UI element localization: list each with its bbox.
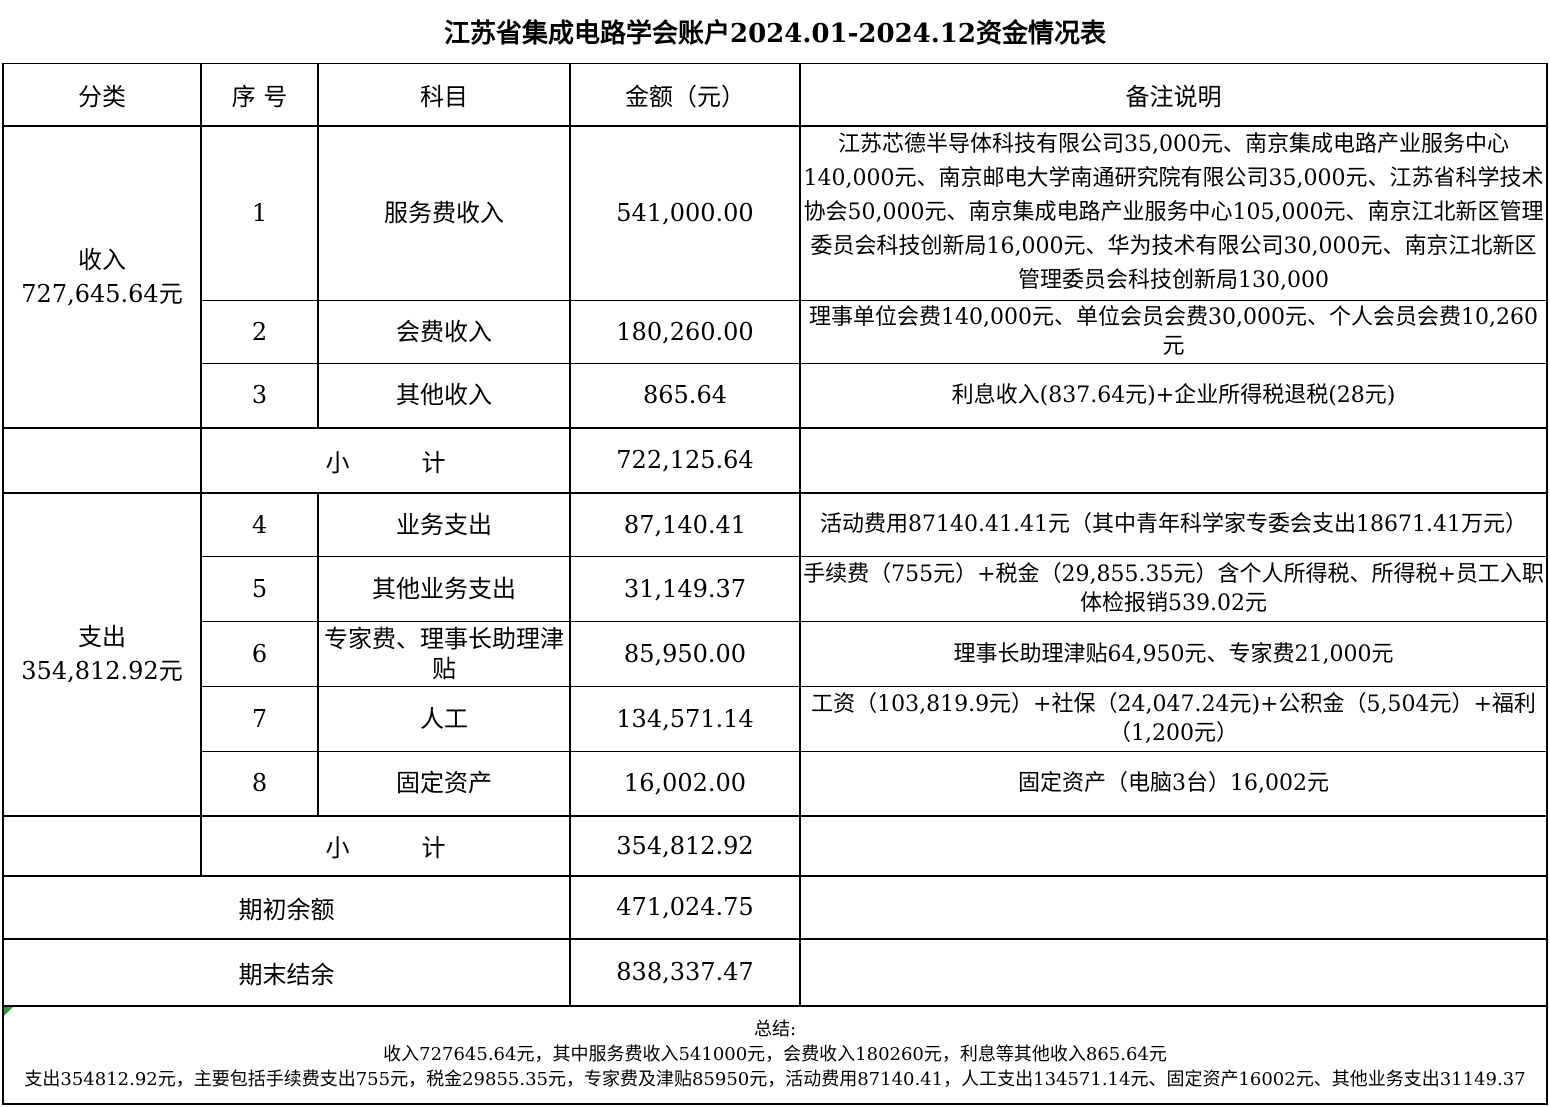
- expense-label: 支出: [78, 623, 126, 651]
- summary-line: 收入727645.64元，其中服务费收入541000元，会费收入180260元，…: [383, 1044, 1167, 1065]
- fund-table: 分类 序 号 科目 金额（元） 备注说明 收入 727,645.64元 1 服务…: [2, 63, 1548, 1105]
- summary-cell: 总结: 收入727645.64元，其中服务费收入541000元，会费收入1802…: [2, 1004, 1548, 1105]
- table-row-expense-7: 7 人工 134,571.14 工资（103,819.9元）+社保（24,047…: [3, 686, 1548, 752]
- empty-remark-cell: [799, 814, 1548, 876]
- opening-balance-label: 期初余额: [2, 874, 571, 939]
- row-remark: 江苏芯德半导体科技有限公司35,000元、南京集成电路产业服务中心140,000…: [799, 125, 1548, 301]
- expense-category-cell: 支出 354,812.92元: [2, 491, 202, 816]
- header-index: 序 号: [200, 63, 319, 127]
- row-no: 7: [200, 686, 319, 752]
- row-remark: 理事长助理津贴64,950元、专家费21,000元: [799, 621, 1548, 687]
- row-no: 4: [200, 491, 319, 557]
- row-amount: 16,002.00: [569, 751, 801, 816]
- row-remark: 理事单位会费140,000元、单位会员会费30,000元、个人会员会费10,26…: [799, 300, 1548, 364]
- expense-subtotal-row: 小 计 354,812.92: [2, 814, 1548, 876]
- row-amount: 31,149.37: [569, 556, 801, 622]
- row-no: 5: [200, 556, 319, 622]
- income-category-cell: 收入 727,645.64元: [2, 125, 202, 428]
- excel-corner-flag-icon: [5, 1007, 13, 1016]
- empty-remark-cell: [799, 426, 1548, 493]
- header-subject: 科目: [317, 63, 571, 127]
- empty-category-cell: [2, 426, 202, 493]
- row-subject: 服务费收入: [317, 125, 571, 301]
- header-remarks: 备注说明: [799, 63, 1548, 127]
- row-amount: 180,260.00: [569, 300, 801, 364]
- row-no: 8: [200, 751, 319, 816]
- income-total: 727,645.64元: [21, 279, 183, 308]
- row-no: 6: [200, 621, 319, 687]
- empty-remark-cell: [799, 937, 1548, 1006]
- subtotal-label: 小 计: [200, 426, 571, 493]
- row-subject: 专家费、理事长助理津贴: [317, 621, 571, 687]
- row-subject: 人工: [317, 686, 571, 752]
- subtotal-label: 小 计: [200, 814, 571, 876]
- row-amount: 134,571.14: [569, 686, 801, 752]
- row-remark: 活动费用87140.41.41元（其中青年科学家专委会支出18671.41万元）: [799, 491, 1548, 557]
- closing-balance-label: 期末结余: [2, 937, 571, 1006]
- row-remark: 固定资产（电脑3台）16,002元: [799, 751, 1548, 816]
- row-amount: 87,140.41: [569, 491, 801, 557]
- row-remark: 利息收入(837.64元)+企业所得税退税(28元): [799, 363, 1548, 428]
- header-row: 分类 序 号 科目 金额（元） 备注说明: [2, 63, 1548, 127]
- empty-category-cell: [2, 814, 202, 876]
- income-label: 收入: [78, 245, 126, 274]
- subtotal-amount: 722,125.64: [569, 426, 801, 493]
- row-remark: 手续费（755元）+税金（29,855.35元）含个人所得税、所得税+员工入职体…: [799, 556, 1548, 622]
- closing-balance-row: 期末结余 838,337.47: [2, 937, 1548, 1006]
- subtotal-amount: 354,812.92: [569, 814, 801, 876]
- income-subtotal-row: 小 计 722,125.64: [2, 426, 1548, 493]
- table-row-income-1: 收入 727,645.64元 1 服务费收入 541,000.00 江苏芯德半导…: [2, 125, 1548, 428]
- row-amount: 541,000.00: [569, 125, 801, 301]
- summary-row: 总结: 收入727645.64元，其中服务费收入541000元，会费收入1802…: [2, 1004, 1548, 1105]
- table-row-expense-8: 8 固定资产 16,002.00 固定资产（电脑3台）16,002元: [3, 751, 1548, 816]
- opening-balance-row: 期初余额 471,024.75: [2, 874, 1548, 939]
- header-category: 分类: [2, 63, 202, 127]
- summary-line: 支出354812.92元，主要包括手续费支出755元，税金29855.35元，专…: [24, 1069, 1526, 1090]
- row-subject: 业务支出: [317, 491, 571, 557]
- row-remark: 工资（103,819.9元）+社保（24,047.24元)+公积金（5,504元…: [799, 686, 1548, 752]
- table-row-expense-4: 支出 354,812.92元 4 业务支出 87,140.41 活动费用8714…: [2, 491, 1548, 816]
- header-amount: 金额（元）: [569, 63, 801, 127]
- closing-balance-amount: 838,337.47: [569, 937, 801, 1006]
- table-row-expense-5: 5 其他业务支出 31,149.37 手续费（755元）+税金（29,855.3…: [3, 556, 1548, 622]
- table-row-income-3: 3 其他收入 865.64 利息收入(837.64元)+企业所得税退税(28元): [3, 363, 1548, 428]
- row-subject: 其他收入: [317, 363, 571, 428]
- row-no: 2: [200, 300, 319, 364]
- summary-line: 总结:: [753, 1019, 797, 1040]
- page-title: 江苏省集成电路学会账户2024.01-2024.12资金情况表: [444, 19, 1106, 49]
- opening-balance-amount: 471,024.75: [569, 874, 801, 939]
- empty-remark-cell: [799, 874, 1548, 939]
- row-subject: 会费收入: [317, 300, 571, 364]
- row-amount: 85,950.00: [569, 621, 801, 687]
- expense-total: 354,812.92元: [21, 657, 183, 685]
- row-no: 3: [200, 363, 319, 428]
- row-amount: 865.64: [569, 363, 801, 428]
- table-row-income-2: 2 会费收入 180,260.00 理事单位会费140,000元、单位会员会费3…: [3, 300, 1548, 364]
- table-row-expense-6: 6 专家费、理事长助理津贴 85,950.00 理事长助理津贴64,950元、专…: [3, 621, 1548, 687]
- row-subject: 其他业务支出: [317, 556, 571, 622]
- row-no: 1: [200, 125, 319, 301]
- row-subject: 固定资产: [317, 751, 571, 816]
